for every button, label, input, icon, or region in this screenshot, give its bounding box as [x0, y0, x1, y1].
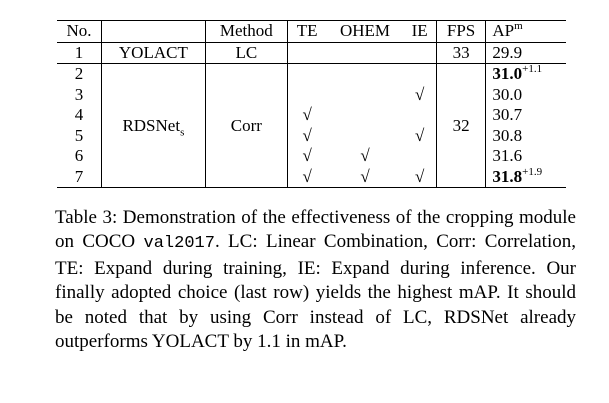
header-ap: AP — [492, 21, 515, 41]
table-row: 2 RDSNets Corr 32 31.0+1.1 — [57, 63, 566, 188]
row-number: 3 — [57, 84, 103, 105]
table-row: 6 √ √ 31.6 — [57, 146, 566, 167]
ohem-cell: √ — [326, 166, 404, 188]
ap-cell: 30.7 — [486, 105, 566, 126]
header-cell: OHEM — [326, 20, 404, 43]
ap-gain: +1.1 — [522, 63, 543, 76]
ie-cell — [403, 146, 437, 167]
ap-value: 31.0 — [492, 64, 523, 84]
header-cell: FPS — [436, 20, 487, 43]
ohem-cell — [326, 85, 403, 106]
ie-cell: √ — [403, 125, 437, 146]
ohem-cell — [326, 42, 404, 64]
ie-cell — [403, 63, 437, 85]
ap-value: 31.6 — [492, 146, 523, 166]
ie-cell — [403, 105, 437, 126]
header-row: No. Method TE OHEM IE FPS APm — [57, 20, 566, 43]
results-table: No. Method TE OHEM IE FPS APm 1 YOLACT LC 33 29.9 2 R… — [57, 20, 566, 188]
table-row: 5 √ √ 30.8 — [57, 125, 566, 147]
ohem-cell: √ — [360, 146, 370, 166]
te-cell — [287, 64, 326, 85]
header-cell — [101, 20, 206, 43]
model-name-sub: s — [180, 125, 185, 138]
method: Corr — [205, 63, 288, 188]
caption-code: val2017 — [143, 234, 215, 254]
ohem-cell — [326, 64, 403, 85]
fps: 32 — [436, 63, 487, 188]
table-row: 1 YOLACT LC 33 29.9 — [57, 42, 566, 64]
ap-cell: 31.0+1.1 — [486, 64, 566, 85]
ap-gain: +1.9 — [522, 165, 543, 178]
model-name-text: RDSNet — [122, 115, 181, 135]
ie-cell: √ — [403, 166, 437, 188]
row-number: 7 — [57, 166, 103, 188]
ap-cell: 29.9 — [485, 42, 566, 64]
row-number: 6 — [57, 146, 103, 167]
fps: 33 — [436, 42, 487, 64]
te-cell — [287, 85, 326, 106]
ap-value: 30.8 — [492, 125, 523, 145]
ohem-cell — [326, 126, 403, 147]
ohem-cell — [326, 105, 403, 126]
model-name: YOLACT — [101, 42, 206, 64]
header-ap-sup: m — [514, 20, 523, 33]
te-cell: √ — [287, 166, 327, 188]
te-cell: √ — [302, 146, 312, 166]
ap-value: 29.9 — [492, 42, 523, 62]
te-cell — [287, 42, 327, 64]
te-cell: √ — [302, 125, 312, 145]
header-cell: Method — [205, 20, 288, 43]
ap-cell: 30.0 — [486, 85, 566, 106]
ap-value: 31.8 — [492, 166, 523, 186]
caption: Table 3: Demonstration of the effectiven… — [55, 206, 576, 354]
row-number: 5 — [57, 125, 103, 146]
table-row: 3 √ 30.0 — [57, 84, 566, 106]
ap-cell: 31.8+1.9 — [485, 165, 566, 188]
method: LC — [205, 42, 288, 64]
table-row: 7 √ √ √ 31.8+1.9 — [57, 165, 566, 188]
row-number: 1 — [57, 42, 103, 64]
ie-cell: √ — [403, 84, 437, 105]
row-number: 2 — [57, 63, 103, 85]
ap-value: 30.7 — [492, 105, 523, 125]
header-cell: No. — [57, 20, 103, 43]
model-name: RDSNets — [101, 63, 206, 188]
caption-text: . LC: Linear Combination, Corr: Correlat… — [55, 231, 576, 353]
table-row: 4 √ 30.7 — [57, 105, 566, 126]
ie-cell — [403, 42, 437, 64]
caption-text: Table 3: Demonstration of the effectiven… — [55, 207, 576, 253]
ap-value: 30.0 — [492, 84, 523, 104]
header-cell: APm — [485, 20, 566, 43]
header-cell: IE — [403, 20, 437, 43]
ap-cell: 31.6 — [486, 146, 566, 167]
header-cell: TE — [287, 20, 327, 43]
ap-cell: 30.8 — [486, 126, 566, 147]
te-cell: √ — [302, 105, 312, 125]
row-number: 4 — [57, 105, 103, 126]
